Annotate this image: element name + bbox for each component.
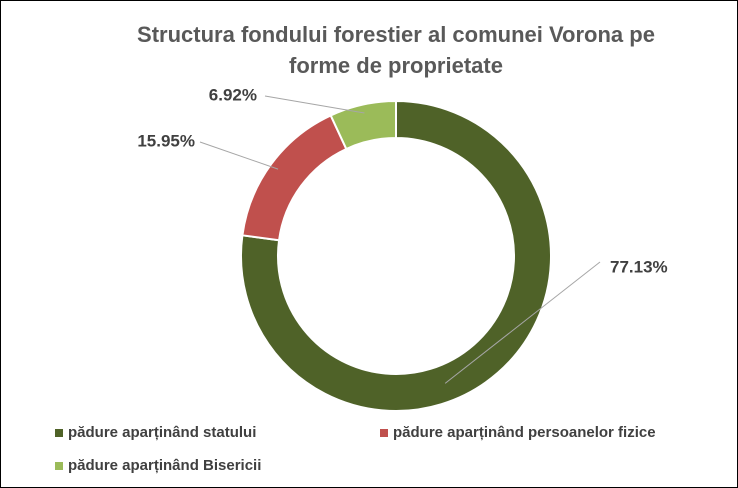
donut-slice xyxy=(329,99,397,151)
leader-line xyxy=(444,261,601,384)
data-label: 15.95% xyxy=(137,131,195,150)
donut-slice xyxy=(241,114,348,242)
legend-label: pădure aparținând Bisericii xyxy=(68,457,261,474)
data-label: 77.13% xyxy=(610,257,668,276)
legend-swatch xyxy=(55,462,63,470)
legend-swatch xyxy=(380,429,388,437)
leader-line xyxy=(264,95,365,114)
data-label: 6.92% xyxy=(209,85,257,104)
legend-swatch xyxy=(55,429,63,437)
chart-title: Structura fondului forestier al comunei … xyxy=(137,22,655,78)
leader-line xyxy=(199,141,279,170)
legend-label: pădure aparținând persoanelor fizice xyxy=(393,424,656,441)
legend-label: pădure aparținând statului xyxy=(68,424,256,441)
donut-slice xyxy=(240,99,552,412)
